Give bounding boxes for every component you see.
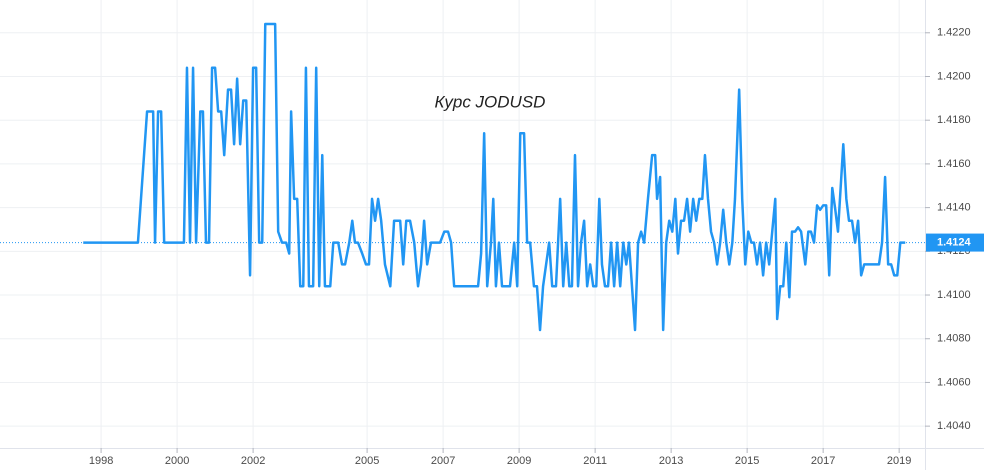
x-tick-label: 1998 [89,455,113,467]
y-tick-label: 1.4040 [937,420,971,432]
y-tick-label: 1.4080 [937,333,971,345]
y-tick-label: 1.4220 [937,27,971,39]
chart-title: Курс JODUSD [435,92,546,111]
x-tick-label: 2011 [583,455,607,467]
last-value-box [926,233,984,252]
x-tick-label: 2019 [887,455,911,467]
x-tick-label: 2017 [811,455,835,467]
y-tick-label: 1.4140 [937,202,971,214]
x-tick-label: 2013 [659,455,683,467]
y-tick-label: 1.4180 [937,114,971,126]
x-tick-label: 2002 [241,455,265,467]
x-tick-label: 2009 [507,455,531,467]
x-tick-label: 2015 [735,455,759,467]
y-tick-label: 1.4060 [937,376,971,388]
x-tick-label: 2005 [355,455,379,467]
x-tick-label: 2007 [431,455,455,467]
x-tick-label: 2000 [165,455,189,467]
last-value-label: 1.4124 [937,236,972,248]
y-tick-label: 1.4100 [937,289,971,301]
y-tick-label: 1.4200 [937,70,971,82]
y-tick-label: 1.4160 [937,158,971,170]
